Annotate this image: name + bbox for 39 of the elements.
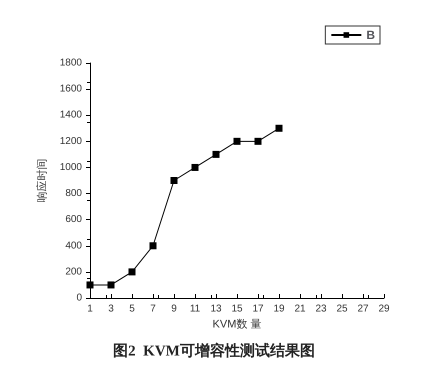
y-tick-label: 400 [65, 240, 82, 252]
x-tick-label: 27 [357, 304, 369, 314]
point [276, 124, 282, 132]
x-tick-label: 9 [171, 304, 178, 314]
x-tick-label: 21 [294, 304, 306, 314]
x-tick-label: 13 [210, 304, 222, 314]
y-tick-label: 1800 [60, 58, 82, 68]
x-tick-label: 5 [129, 304, 136, 314]
x-tick-label: 15 [231, 304, 243, 314]
x-tick-label: 23 [315, 304, 327, 314]
y-axis-title: 响应时间 [36, 158, 48, 202]
y-tick-label: 1400 [60, 110, 82, 121]
point [170, 177, 178, 184]
point [86, 281, 94, 288]
point [150, 242, 156, 250]
y-tick-label: 1200 [60, 136, 82, 147]
legend-label: B [366, 28, 376, 42]
x-tick-label: 1 [87, 304, 94, 314]
x-tick-label: 29 [378, 304, 390, 314]
y-tick-label: 600 [65, 214, 82, 226]
x-tick-label: 7 [150, 304, 156, 314]
point [254, 138, 262, 145]
y-tick-label: 1000 [60, 162, 82, 173]
x-tick-label: 25 [336, 304, 348, 314]
text: 图2 KVM可增容性测试结果图 [113, 342, 315, 360]
x-tick-label: 11 [190, 304, 201, 314]
point [192, 164, 198, 171]
point [128, 268, 136, 276]
x-tick-label: 3 [108, 304, 114, 314]
y-tick-label: 800 [65, 188, 82, 200]
x-tick-label: 19 [273, 304, 285, 314]
y-tick-label: 1600 [60, 84, 82, 95]
point [234, 138, 240, 145]
y-tick-label: 200 [65, 266, 82, 278]
x-axis-title: KVM数 量 [212, 318, 262, 330]
point [212, 150, 220, 158]
y-tick-label: 0 [76, 292, 82, 304]
x-tick-label: 17 [252, 304, 264, 314]
point [108, 281, 114, 288]
